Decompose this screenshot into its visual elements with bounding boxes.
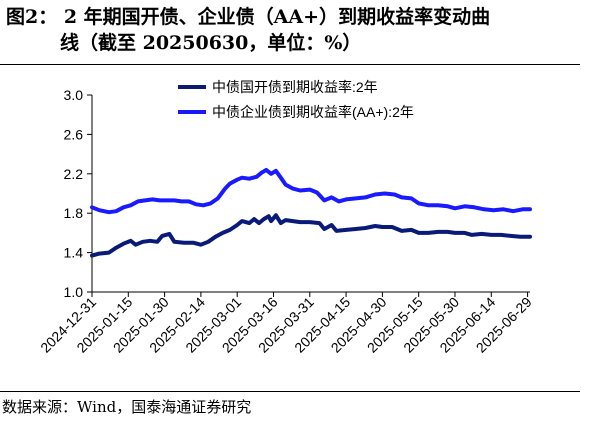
series-line-2 [90,167,532,215]
source-note: 数据来源：Wind，国泰海通证券研究 [2,398,252,416]
top-rule [0,64,580,65]
y-tick-label: 1.4 [64,245,84,261]
chart-title-line-2: 线（截至 20250630，单位：%） [60,32,362,54]
y-tick-label: 3.0 [64,87,84,103]
y-tick-label: 1.0 [64,284,84,300]
y-tick-label: 1.8 [64,205,84,221]
series-lines [90,167,532,258]
legend-label-2: 中债企业债到期收益率(AA+):2年 [212,104,414,120]
y-tick-label: 2.2 [64,166,84,182]
yield-line-chart: 1.01.41.82.22.63.02024-12-312025-01-1520… [37,79,535,356]
series-line-1 [90,213,532,258]
legend-label-1: 中债国开债到期收益率:2年 [212,79,378,95]
y-tick-label: 2.6 [64,126,84,142]
chart-title-line-1: 图2： 2 年期国开债、企业债（AA+）到期收益率变动曲 [6,6,491,28]
chart-title: 图2： 2 年期国开债、企业债（AA+）到期收益率变动曲 线（截至 202506… [6,4,598,56]
bottom-rule [0,391,580,392]
